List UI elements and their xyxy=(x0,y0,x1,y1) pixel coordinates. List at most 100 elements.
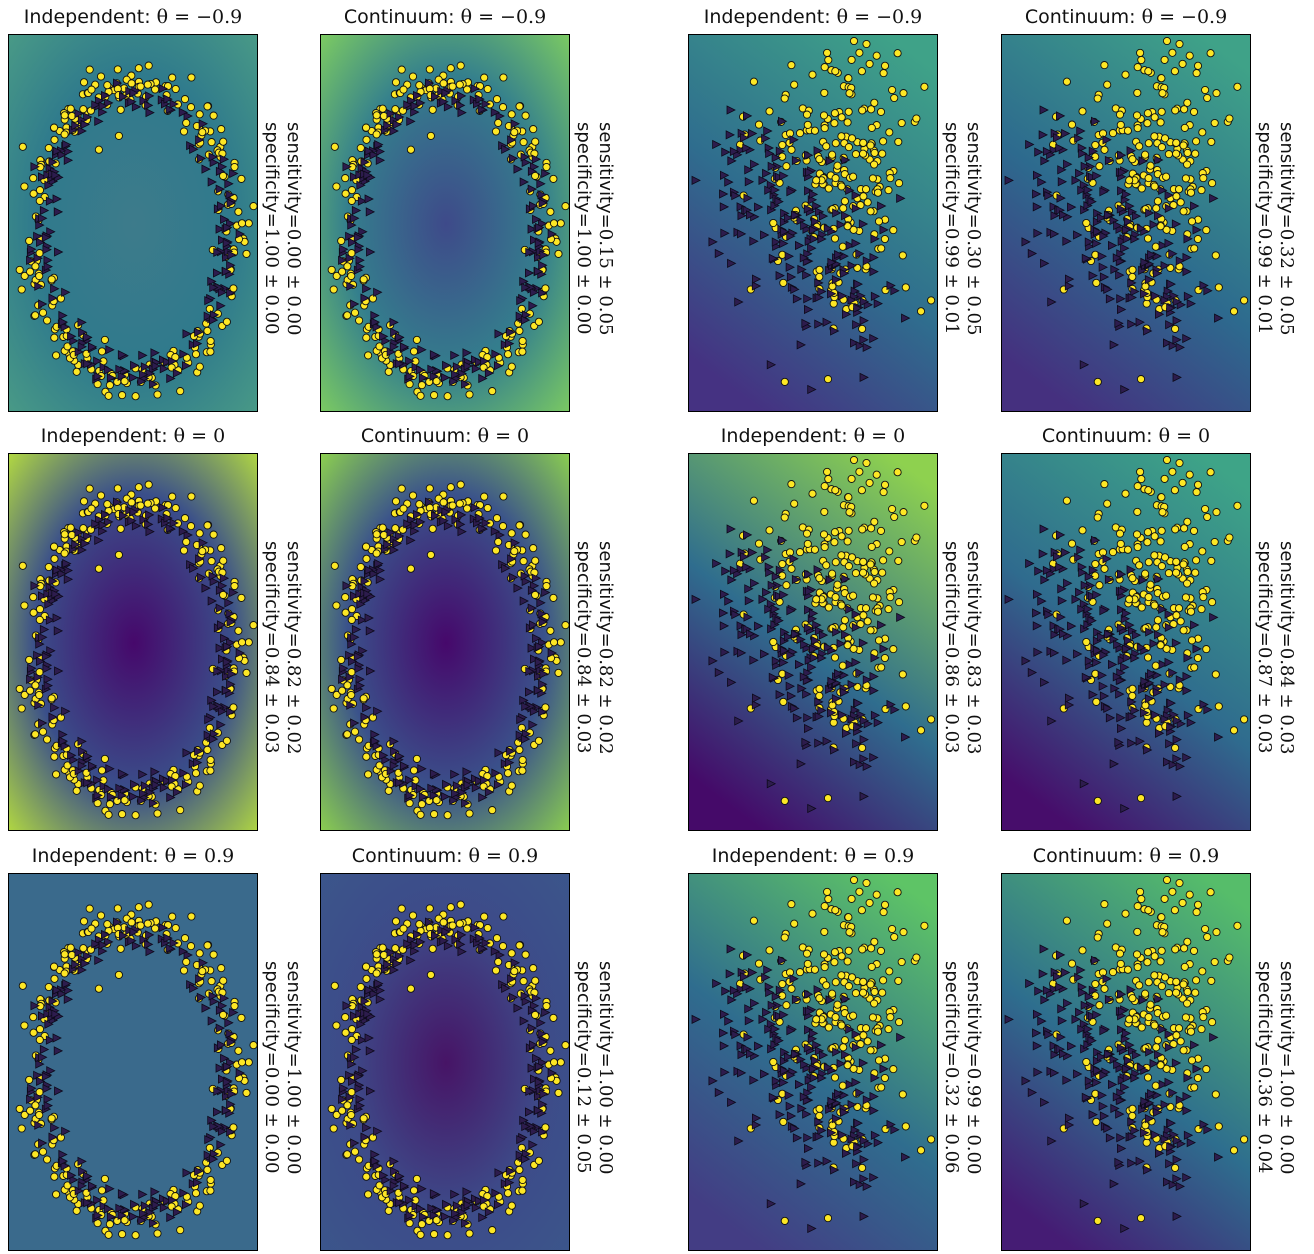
sensitivity-line: sensitivity=1.00 ± 0.00 xyxy=(282,961,304,1174)
point-class-b xyxy=(181,1200,192,1210)
point-class-b xyxy=(36,237,46,247)
point-class-b xyxy=(215,603,225,613)
point-class-a xyxy=(426,550,435,559)
point-class-a xyxy=(44,562,53,572)
point-class-b xyxy=(862,1181,872,1192)
point-class-b xyxy=(1102,554,1112,564)
point-class-a xyxy=(880,234,889,244)
point-class-b xyxy=(235,229,245,239)
point-class-b xyxy=(1056,111,1066,121)
point-class-b xyxy=(775,565,786,575)
point-class-b xyxy=(804,304,814,315)
point-class-b xyxy=(129,1211,139,1222)
point-class-b xyxy=(226,260,236,270)
point-class-a xyxy=(191,1189,201,1198)
point-class-b xyxy=(804,1143,814,1154)
point-class-b xyxy=(145,107,155,118)
point-class-a xyxy=(465,390,474,399)
point-class-b xyxy=(38,1052,48,1062)
point-class-b xyxy=(510,958,520,968)
point-class-a xyxy=(372,130,381,139)
point-class-b xyxy=(386,527,396,538)
point-class-b xyxy=(538,1099,548,1109)
point-class-a xyxy=(79,524,88,533)
point-class-a xyxy=(1136,794,1146,803)
point-class-b xyxy=(67,750,77,761)
point-class-b xyxy=(901,1152,911,1162)
point-class-b xyxy=(495,111,505,121)
point-class-a xyxy=(428,105,437,114)
point-class-b xyxy=(799,1092,810,1102)
point-class-b xyxy=(1172,297,1183,307)
point-class-b xyxy=(804,655,814,665)
point-class-b xyxy=(1164,190,1174,200)
point-class-a xyxy=(837,952,846,961)
point-class-a xyxy=(1144,486,1153,495)
point-class-b xyxy=(224,179,234,189)
point-class-a xyxy=(144,900,153,909)
metrics-label: sensitivity=1.00 ± 0.00 specificity=0.12 … xyxy=(572,961,616,1174)
point-class-a xyxy=(237,593,246,602)
point-class-b xyxy=(516,1134,526,1145)
point-class-b xyxy=(117,1189,128,1199)
point-class-b xyxy=(113,497,123,507)
point-class-b xyxy=(395,359,405,369)
point-class-a xyxy=(1128,691,1137,700)
point-class-a xyxy=(879,137,888,146)
point-class-b xyxy=(375,994,386,1004)
point-class-b xyxy=(182,1168,192,1178)
point-class-b xyxy=(760,1069,770,1079)
point-class-b xyxy=(1127,738,1137,748)
point-class-b xyxy=(88,761,98,771)
point-class-b xyxy=(456,519,466,530)
point-class-b xyxy=(1125,620,1135,630)
point-class-b xyxy=(217,287,228,298)
point-class-b xyxy=(27,244,37,254)
point-class-b xyxy=(410,526,420,536)
plot-svg xyxy=(689,454,937,830)
point-class-b xyxy=(45,1035,56,1045)
point-class-b xyxy=(363,589,373,599)
point-class-b xyxy=(537,1029,547,1039)
point-class-b xyxy=(520,315,531,325)
point-class-b xyxy=(896,1032,906,1043)
point-class-b xyxy=(364,146,374,156)
point-class-a xyxy=(765,946,774,955)
point-class-b xyxy=(743,111,753,121)
point-class-a xyxy=(15,265,24,274)
point-class-a xyxy=(858,1163,867,1172)
point-class-a xyxy=(873,607,883,616)
point-class-a xyxy=(1082,637,1091,647)
point-class-b xyxy=(1115,270,1125,280)
point-class-b xyxy=(365,1046,376,1056)
point-class-a xyxy=(1067,539,1077,548)
point-class-a xyxy=(15,1104,24,1113)
point-class-a xyxy=(35,1025,45,1034)
point-class-a xyxy=(780,796,789,805)
point-class-a xyxy=(1128,155,1137,164)
point-class-b xyxy=(403,939,413,949)
point-class-b xyxy=(145,946,155,957)
point-class-a xyxy=(521,950,530,959)
point-class-a xyxy=(203,521,212,530)
point-class-b xyxy=(413,90,423,101)
point-class-a xyxy=(47,694,56,703)
point-class-b xyxy=(834,1088,844,1099)
point-class-a xyxy=(1183,567,1192,576)
point-class-a xyxy=(515,1165,524,1174)
point-class-a xyxy=(815,155,824,164)
point-class-b xyxy=(1049,145,1059,155)
point-class-a xyxy=(35,196,44,205)
point-class-b xyxy=(1136,642,1147,653)
point-class-b xyxy=(443,941,454,951)
specificity-label: specificity= xyxy=(941,541,962,647)
point-class-b xyxy=(726,105,736,115)
panel-title: Continuum: θ = −0.9 xyxy=(1025,6,1227,28)
point-class-b xyxy=(786,650,796,660)
point-class-b xyxy=(761,133,771,144)
point-class-b xyxy=(413,929,423,940)
point-class-b xyxy=(216,1040,227,1050)
point-class-a xyxy=(837,971,846,980)
point-class-b xyxy=(520,991,530,1001)
point-class-b xyxy=(353,232,364,243)
